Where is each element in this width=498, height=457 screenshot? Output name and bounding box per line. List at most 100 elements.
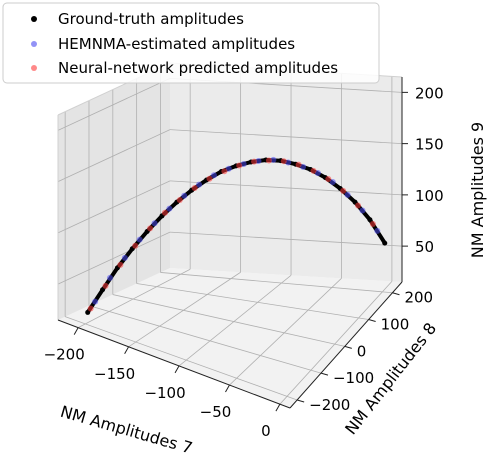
neural-network-point [325, 175, 332, 182]
hemnma-point [181, 192, 188, 199]
ground-truth-point [85, 309, 91, 315]
z-tick-label: 100 [415, 187, 444, 205]
y-grid-floor [160, 272, 393, 294]
x-axis-line [57, 319, 291, 409]
neural-network-point [369, 220, 376, 227]
grid-lines [57, 64, 403, 405]
neural-network-point [206, 175, 213, 182]
y-grid-floor [136, 283, 369, 320]
neural-network-point [87, 305, 94, 312]
z-grid-left [57, 129, 171, 182]
neural-network-point [161, 209, 168, 216]
hemnma-point [121, 254, 128, 261]
legend: Ground-truth amplitudes HEMNMA-estimated… [2, 2, 380, 84]
y-axis-line [289, 281, 403, 409]
x-grid-floor [178, 274, 292, 367]
neural-network-point [221, 168, 228, 175]
y-tick-label: 200 [404, 289, 433, 307]
neural-network-point [355, 202, 362, 209]
z-tick-label: 50 [415, 238, 434, 256]
neural-network-point [147, 225, 154, 232]
legend-frame [2, 2, 380, 84]
x-grid-floor [77, 268, 191, 329]
back-wall-pane [170, 63, 402, 282]
y-tick-mark [297, 399, 305, 403]
neural-network-point [132, 242, 139, 249]
ground-truth-point [367, 217, 373, 223]
x-grid-floor [128, 271, 241, 348]
y-tick-mark [368, 319, 376, 323]
legend-marker-ground-truth [31, 16, 37, 22]
neural-network-point [102, 282, 109, 289]
x-tick-mark [225, 384, 230, 393]
hemnma-point [359, 207, 366, 214]
neural-network-point [280, 158, 287, 165]
hemnma-point [196, 181, 203, 188]
hemnma-point [210, 172, 217, 179]
hemnma-point [136, 236, 143, 243]
ground-truth-point [382, 240, 388, 246]
hemnma-point [106, 274, 113, 281]
x-tick-mark [275, 403, 281, 412]
hemnma-point [151, 220, 158, 227]
neural-network-point [191, 184, 198, 191]
x-grid-floor [229, 278, 342, 386]
left-wall-pane [58, 63, 170, 320]
z-tick-labels: 50 100 150 200 [402, 84, 444, 256]
data-points [85, 156, 388, 315]
x-axis-label: NM Amplitudes 7 [58, 402, 194, 457]
hemnma-point [300, 163, 307, 170]
x-tick-labels: −200 −150 −100 −50 0 [44, 327, 281, 440]
y-tick-labels: −200 −100 0 100 200 [297, 289, 433, 414]
y-grid-floor [65, 316, 298, 401]
x-tick-mark [124, 346, 130, 355]
x-tick-label: −150 [94, 365, 135, 383]
x-tick-mark [73, 327, 79, 335]
neural-network-point [265, 157, 272, 164]
hemnma-point [344, 191, 351, 198]
z-axis-label: NM Amplitudes 9 [468, 122, 487, 258]
legend-label-hemnma: HEMNMA-estimated amplitudes [58, 35, 295, 53]
legend-marker-neural-network [31, 65, 37, 71]
neural-network-point [295, 161, 302, 168]
x-tick-label: 0 [261, 422, 271, 440]
z-grid-back [169, 129, 403, 145]
z-grid-left [57, 231, 171, 285]
hemnma-point [314, 170, 321, 177]
neural-network-point [251, 158, 258, 165]
y-tick-label: 100 [381, 316, 410, 334]
y-tick-mark [344, 345, 352, 349]
y-tick-label: 0 [357, 342, 367, 360]
x-grid-floor [279, 281, 393, 405]
x-tick-label: −200 [44, 346, 85, 364]
hemnma-point [92, 298, 99, 305]
hemnma-point [255, 158, 262, 165]
z-tick-label: 200 [415, 84, 444, 102]
neural-network-point [340, 187, 347, 194]
ground-truth-point [100, 287, 106, 293]
z-grid-back [169, 231, 403, 247]
x-tick-label: −100 [144, 384, 185, 402]
legend-marker-hemnma [31, 41, 37, 47]
x-tick-label: −50 [200, 403, 232, 421]
legend-label-neural-network: Neural-network predicted amplitudes [58, 59, 338, 77]
neural-network-point [236, 162, 243, 169]
hemnma-point [374, 227, 381, 234]
y-grid-floor [112, 294, 345, 347]
y-tick-mark [392, 292, 400, 296]
z-grid-back [169, 180, 403, 196]
x-tick-mark [174, 365, 180, 374]
neural-network-point [117, 261, 124, 268]
neural-network-point [310, 167, 317, 174]
y-tick-label: −200 [309, 396, 350, 414]
neural-network-point [176, 196, 183, 203]
y-tick-mark [320, 372, 329, 376]
legend-label-ground-truth: Ground-truth amplitudes [58, 10, 244, 28]
hemnma-point [329, 179, 336, 186]
y-tick-label: −100 [333, 369, 374, 387]
y-grid-floor [88, 305, 322, 374]
z-grid-left [57, 180, 171, 234]
hemnma-point [270, 156, 277, 163]
hemnma-point [225, 165, 232, 172]
